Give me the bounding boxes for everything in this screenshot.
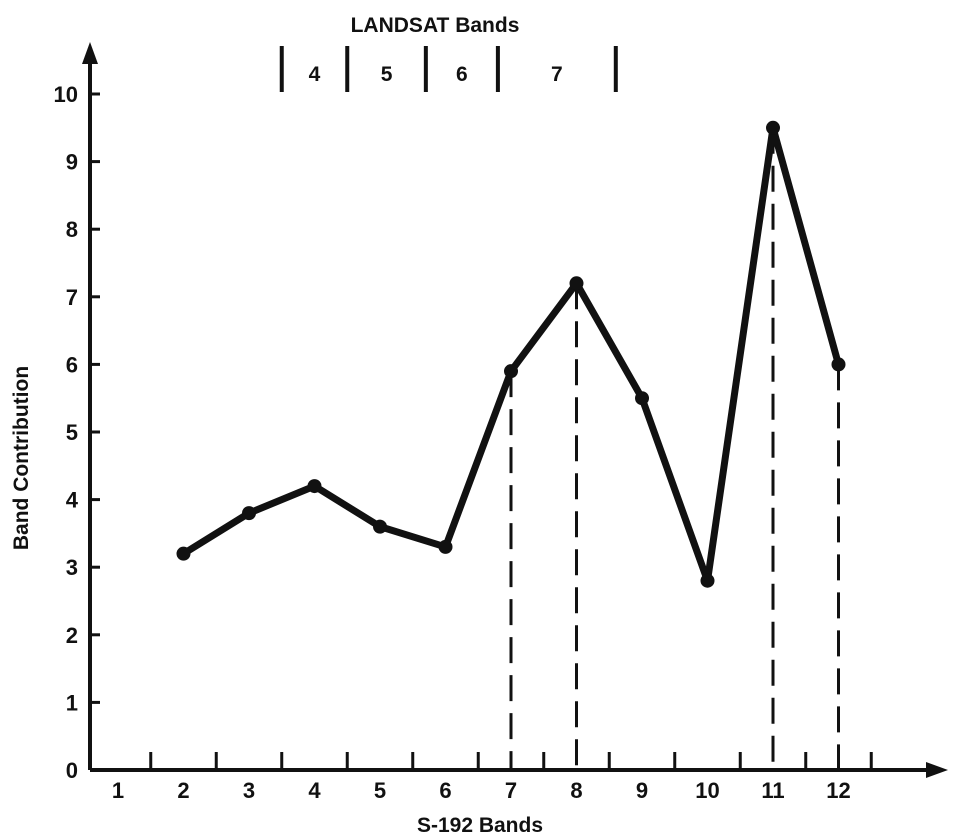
x-tick-label: 6: [439, 778, 451, 803]
y-tick-label: 10: [54, 82, 78, 107]
data-point: [307, 479, 322, 494]
x-tick-label: 1: [112, 778, 124, 803]
x-tick-label: 4: [308, 778, 321, 803]
landsat-band-label: 6: [456, 63, 468, 86]
data-point: [569, 276, 584, 291]
x-tick-label: 10: [695, 778, 719, 803]
y-tick-label: 8: [66, 217, 78, 242]
x-tick-label: 9: [636, 778, 648, 803]
x-tick-label: 3: [243, 778, 255, 803]
x-tick-label: 7: [505, 778, 517, 803]
x-tick-label: 12: [826, 778, 850, 803]
data-point: [438, 539, 453, 554]
landsat-bands-title: LANDSAT Bands: [351, 14, 520, 37]
y-tick-label: 0: [66, 758, 78, 783]
y-axis-arrow-icon: [82, 42, 98, 64]
data-point: [242, 506, 256, 521]
series-layer: [176, 120, 846, 588]
series-line: [180, 124, 842, 585]
x-tick-label: 11: [761, 778, 784, 803]
x-tick-label: 5: [374, 778, 386, 803]
y-tick-label: 7: [66, 285, 78, 310]
y-tick-label: 9: [66, 150, 78, 175]
dashed-drop-lines-layer: [509, 127, 840, 770]
landsat-band-label: 4: [309, 63, 321, 86]
y-tick-label: 1: [66, 690, 78, 715]
data-point: [831, 357, 846, 372]
data-point: [504, 364, 518, 379]
y-tick-label: 5: [66, 420, 78, 445]
data-point: [176, 546, 191, 561]
data-point: [373, 519, 387, 534]
y-axis-title: Band Contribution: [10, 366, 33, 550]
data-point: [700, 573, 715, 588]
x-tick-label: 2: [177, 778, 189, 803]
data-point: [635, 391, 649, 406]
x-axis-title: S-192 Bands: [417, 814, 543, 837]
landsat-band-label: 5: [381, 63, 393, 86]
y-tick-label: 3: [66, 555, 78, 580]
data-point: [766, 120, 780, 135]
y-tick-label: 6: [66, 352, 78, 377]
landsat-band-label: 7: [551, 63, 563, 86]
x-axis-arrow-icon: [926, 762, 948, 778]
x-tick-label: 8: [570, 778, 582, 803]
y-tick-label: 2: [66, 623, 78, 648]
landsat-bands-layer: 4 5 6 7: [279, 46, 618, 92]
y-tick-label: 4: [66, 488, 79, 513]
